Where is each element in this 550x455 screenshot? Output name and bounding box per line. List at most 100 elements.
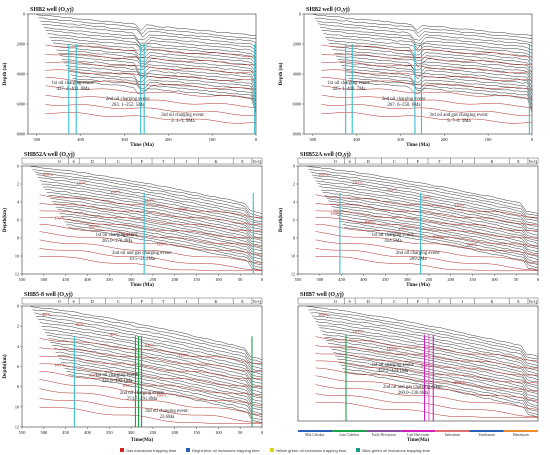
y-tick-label: 0 <box>23 12 25 17</box>
burial-curve <box>50 341 263 394</box>
x-tick-label: 350 <box>382 277 390 282</box>
x-tick-label: 500 <box>309 137 317 142</box>
isotherm-line <box>39 194 263 218</box>
isotherm-label: 180°C <box>432 234 444 239</box>
burial-curve <box>30 166 263 214</box>
x-tick-label: 350 <box>106 430 114 435</box>
isotherm-line <box>315 217 539 239</box>
x-axis-title: Time (Ma) <box>130 281 154 288</box>
isotherm-label: 180°C <box>88 224 100 229</box>
legend-item-yellow-green: Yellow green oil inclusions trapping tim… <box>269 448 346 453</box>
isotherm-label: 140°C <box>54 363 66 368</box>
burial-curve <box>37 318 263 371</box>
burial-curve <box>306 165 539 214</box>
period-label: N+Q <box>529 159 537 164</box>
period-label: T <box>438 159 441 164</box>
burial-curve <box>30 306 263 360</box>
burial-curve <box>58 53 257 80</box>
burial-curve <box>40 20 257 43</box>
y-tick-label: 2000 <box>293 42 301 47</box>
isotherm-label: 190°C <box>156 393 168 398</box>
burial-curve <box>68 226 263 271</box>
isotherm-line <box>315 345 538 369</box>
period-label: T <box>162 299 165 304</box>
burial-curve <box>64 368 263 418</box>
x-tick-label: 250 <box>426 277 434 282</box>
y-tick-label: 4000 <box>293 72 301 77</box>
isotherm-line <box>315 384 539 410</box>
burial-curve <box>54 45 257 72</box>
isotherm-line <box>39 248 263 271</box>
burial-curve <box>51 39 257 65</box>
isotherm-line <box>39 370 263 397</box>
x-tick-label: 300 <box>128 430 136 435</box>
x-tick-label: 400 <box>353 137 361 142</box>
isotherm-line <box>321 44 533 58</box>
burial-curve <box>315 180 539 227</box>
burial-curve <box>67 68 257 98</box>
burial-curve <box>337 358 539 406</box>
burial-curve <box>310 312 539 363</box>
event-label-line2: 19.5~21.2Ma <box>129 257 156 262</box>
y-tick-label: 2 <box>293 182 295 187</box>
isotherm-line <box>39 363 263 388</box>
period-label: N+Q <box>253 299 261 304</box>
event-label-line2: 9. 7~0. 3Ma <box>447 119 471 124</box>
panel-title: SHB52A well (O₂yj) <box>300 151 351 158</box>
burial-curve <box>331 206 539 253</box>
isotherm-label: 160°C <box>364 219 376 224</box>
burial-curve <box>326 197 539 244</box>
x-tick-label: 450 <box>62 277 70 282</box>
y-tick-label: 12 <box>291 272 295 277</box>
burial-curve <box>310 171 539 219</box>
burial-curve <box>306 306 539 357</box>
isotherm-line <box>315 231 539 256</box>
y-tick-label: 2 <box>17 182 19 187</box>
x-tick-label: 200 <box>171 277 179 282</box>
event-label-line2: 457.2~424.1Ma <box>378 369 409 374</box>
burial-curve <box>74 81 257 113</box>
period-label: J <box>462 299 464 304</box>
panel-title: SHB5-8 well (O₂yj) <box>24 291 73 298</box>
burial-curve <box>342 224 539 269</box>
legend-label: Bright-blue oil inclusions trapping time <box>192 447 260 453</box>
period-label: P <box>417 159 420 164</box>
isotherm-line <box>321 112 533 124</box>
event-label-line1: 1st oil charging event: <box>372 363 415 368</box>
x-tick-label: 400 <box>84 430 92 435</box>
isotherm-line <box>321 53 533 66</box>
isotherm-label: 100°C <box>42 172 54 177</box>
burial-curve <box>57 209 263 255</box>
period-label: K <box>490 299 493 304</box>
y-tick-label: 10 <box>15 254 19 259</box>
x-tick-label: 150 <box>469 277 477 282</box>
period-label: K <box>214 159 217 164</box>
burial-curve <box>339 62 533 91</box>
x-tick-label: 50 <box>238 277 243 282</box>
burial-curve <box>37 177 263 225</box>
burial-curve <box>53 347 263 399</box>
burial-curve <box>325 37 533 61</box>
isotherm-line <box>321 85 533 100</box>
period-label: K <box>490 159 493 164</box>
period-label: T <box>438 299 441 304</box>
burial-curve <box>324 337 539 386</box>
event-label-line1: 3rd oil charging event: <box>161 113 204 118</box>
event-label-line1: 1st oil charging event: <box>328 81 371 86</box>
panel-b-chart: 1st oil charging event:425. 1~408. 7Ma 2n… <box>277 6 534 148</box>
burial-curve <box>61 59 257 87</box>
isotherm-line <box>315 353 539 376</box>
burial-curve <box>46 334 263 387</box>
burial-curve <box>322 192 539 238</box>
era-label: Indosinian <box>445 433 460 437</box>
x-tick-label: 100 <box>215 277 223 282</box>
x-tick-label: 100 <box>485 137 493 142</box>
x-tick-label: 400 <box>84 277 92 282</box>
isotherm-line <box>45 104 257 116</box>
x-axis-title: Time (Ma) <box>406 141 430 148</box>
burial-curve <box>335 355 539 404</box>
burial-curve <box>55 206 263 252</box>
burial-curve <box>36 316 263 369</box>
isotherm-line <box>315 256 538 272</box>
